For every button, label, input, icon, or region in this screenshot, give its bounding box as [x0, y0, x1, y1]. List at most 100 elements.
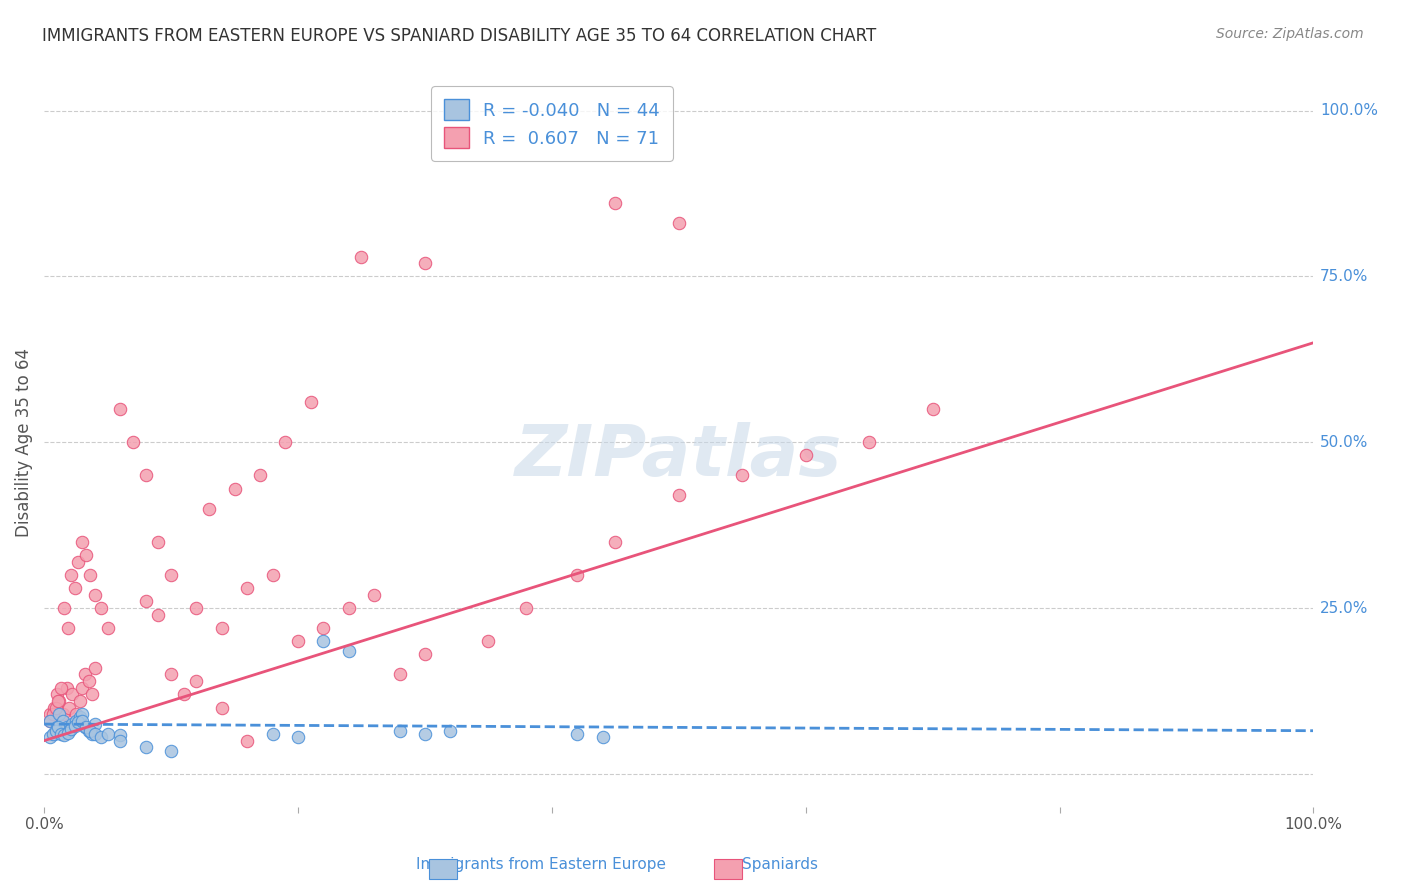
Point — [110, 728, 132, 742]
Point — [59, 567, 82, 582]
Point — [69, 694, 91, 708]
Point — [58, 725, 80, 739]
Text: ZIPatlas: ZIPatlas — [515, 422, 842, 491]
Legend: R = -0.040   N = 44, R =  0.607   N = 71: R = -0.040 N = 44, R = 0.607 N = 71 — [432, 87, 672, 161]
Point — [67, 715, 90, 730]
Point — [42, 707, 65, 722]
Point — [49, 727, 72, 741]
Point — [592, 731, 614, 745]
Point — [858, 435, 880, 450]
Point — [67, 555, 90, 569]
Point — [388, 723, 411, 738]
Point — [56, 720, 79, 734]
Point — [312, 621, 335, 635]
Point — [439, 723, 461, 738]
Point — [605, 534, 627, 549]
Point — [42, 727, 65, 741]
Point — [83, 661, 105, 675]
Point — [731, 468, 754, 483]
Point — [83, 727, 105, 741]
Point — [921, 402, 943, 417]
Point — [53, 601, 76, 615]
Point — [77, 673, 100, 688]
Point — [49, 681, 72, 695]
Point — [567, 727, 589, 741]
Point — [122, 435, 145, 450]
Point — [337, 601, 360, 615]
Point — [60, 687, 83, 701]
Point — [262, 567, 284, 582]
Point — [39, 731, 62, 745]
Point — [198, 501, 221, 516]
Point — [350, 250, 373, 264]
Point — [65, 714, 87, 728]
Point — [77, 723, 100, 738]
Point — [160, 667, 183, 681]
Point — [83, 717, 105, 731]
Point — [58, 621, 80, 635]
Point — [605, 196, 627, 211]
Point — [97, 621, 120, 635]
Point — [75, 548, 97, 562]
Point — [110, 733, 132, 747]
Point — [46, 720, 69, 734]
Point — [39, 714, 62, 728]
Point — [135, 740, 157, 755]
Point — [477, 634, 499, 648]
Point — [249, 468, 271, 483]
Point — [44, 700, 66, 714]
Point — [79, 567, 101, 582]
Point — [45, 687, 67, 701]
Point — [287, 634, 309, 648]
Point — [224, 482, 246, 496]
Point — [148, 607, 170, 622]
Point — [39, 714, 62, 728]
Point — [73, 720, 96, 734]
Text: 25.0%: 25.0% — [1320, 600, 1368, 615]
Point — [135, 594, 157, 608]
Point — [135, 468, 157, 483]
Point — [56, 681, 79, 695]
Y-axis label: Disability Age 35 to 64: Disability Age 35 to 64 — [15, 348, 32, 537]
Point — [75, 720, 97, 734]
Text: 100.0%: 100.0% — [1320, 103, 1378, 118]
Point — [59, 722, 82, 736]
Point — [413, 727, 436, 741]
Point — [110, 402, 132, 417]
Point — [44, 700, 66, 714]
Point — [413, 648, 436, 662]
Point — [48, 707, 70, 722]
Point — [97, 727, 120, 741]
Point — [83, 588, 105, 602]
Point — [567, 567, 589, 582]
Point — [794, 449, 817, 463]
Point — [186, 673, 208, 688]
Point — [70, 681, 93, 695]
Point — [312, 634, 335, 648]
Text: Immigrants from Eastern Europe: Immigrants from Eastern Europe — [416, 857, 666, 872]
Point — [668, 488, 690, 502]
Point — [82, 727, 104, 741]
Point — [60, 717, 83, 731]
Point — [53, 728, 76, 742]
Point — [160, 743, 183, 757]
Point — [65, 707, 87, 722]
Point — [337, 644, 360, 658]
Point — [173, 687, 195, 701]
Point — [90, 601, 112, 615]
Point — [160, 567, 183, 582]
Text: Source: ZipAtlas.com: Source: ZipAtlas.com — [1216, 27, 1364, 41]
Point — [58, 700, 80, 714]
Point — [70, 707, 93, 722]
Text: 75.0%: 75.0% — [1320, 268, 1368, 284]
Point — [388, 667, 411, 681]
Point — [79, 723, 101, 738]
Point — [148, 534, 170, 549]
Point — [363, 588, 385, 602]
Text: IMMIGRANTS FROM EASTERN EUROPE VS SPANIARD DISABILITY AGE 35 TO 64 CORRELATION C: IMMIGRANTS FROM EASTERN EUROPE VS SPANIA… — [42, 27, 876, 45]
Text: 50.0%: 50.0% — [1320, 434, 1368, 450]
Point — [236, 733, 259, 747]
Point — [211, 700, 233, 714]
Point — [70, 714, 93, 728]
Point — [45, 720, 67, 734]
